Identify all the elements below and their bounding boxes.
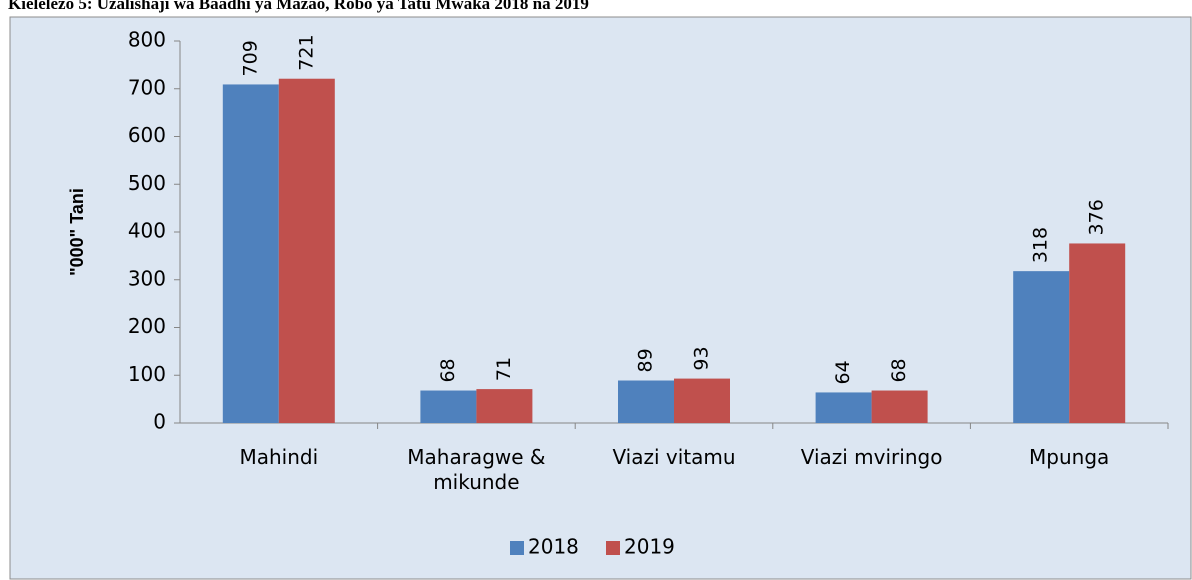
bar: [618, 380, 674, 423]
value-label: 68: [437, 358, 459, 382]
y-tick-label: 800: [128, 28, 166, 52]
y-tick-label: 700: [128, 75, 166, 99]
bar: [278, 78, 335, 423]
value-label: 89: [635, 348, 657, 372]
bar: [815, 392, 872, 423]
y-tick-label: 600: [128, 123, 166, 147]
bar: [222, 84, 279, 423]
x-tick-label: Mpunga: [1029, 445, 1110, 469]
bar: [476, 389, 533, 423]
x-tick-label: Viazi mviringo: [800, 445, 943, 469]
legend-label: 2019: [624, 535, 675, 559]
value-label: 93: [691, 346, 713, 370]
y-tick-label: 200: [128, 314, 166, 338]
value-label: 709: [239, 40, 261, 76]
y-axis-label: "000" Tani: [67, 188, 87, 276]
legend-swatch: [606, 541, 620, 555]
bar: [420, 390, 477, 423]
value-label: 318: [1030, 227, 1052, 263]
y-tick-label: 0: [153, 410, 166, 434]
value-label: 376: [1086, 199, 1108, 235]
bar: [1013, 271, 1070, 423]
value-label: 721: [295, 34, 317, 70]
y-tick-label: 300: [128, 266, 166, 290]
bar: [1069, 243, 1126, 423]
x-tick-label: Viazi vitamu: [612, 445, 736, 469]
value-label: 71: [493, 357, 515, 381]
y-tick-label: 100: [128, 362, 166, 386]
x-tick-label: Maharagwe & mikunde: [407, 445, 546, 494]
bar: [871, 390, 928, 423]
legend-label: 2018: [528, 535, 579, 559]
value-label: 64: [832, 360, 854, 384]
value-label: 68: [888, 358, 910, 382]
x-tick-label: Mahindi: [239, 445, 319, 469]
y-tick-label: 500: [128, 171, 166, 195]
bar: [674, 378, 730, 423]
legend-swatch: [510, 541, 524, 555]
chart-frame: [9, 16, 1192, 580]
y-tick-label: 400: [128, 219, 166, 243]
chart-title: Kielelezo 5: Uzalishaji wa Baadhi ya Maz…: [8, 0, 589, 13]
